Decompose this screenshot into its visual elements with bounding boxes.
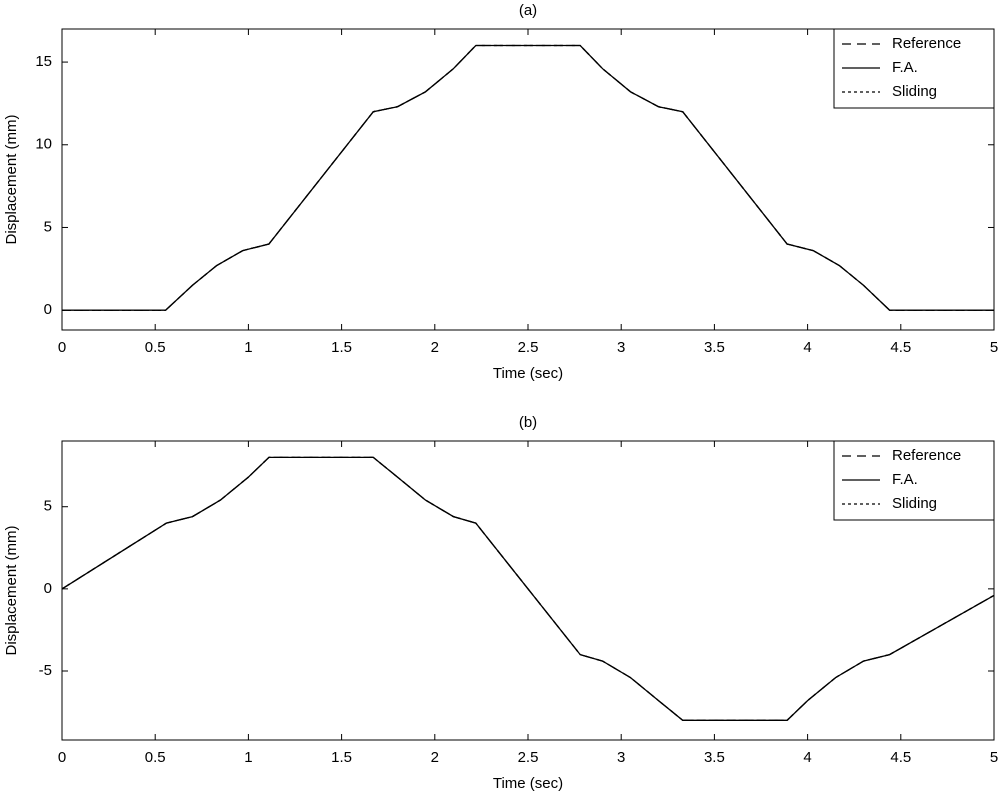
x-tick-label: 2 [431, 339, 439, 356]
y-tick-label: 5 [44, 218, 52, 235]
x-axis-label: Time (sec) [493, 775, 563, 792]
x-tick-label: 3 [617, 749, 625, 766]
x-tick-label: 0 [58, 749, 66, 766]
y-tick-label: -5 [39, 662, 52, 679]
x-tick-label: 2 [431, 749, 439, 766]
y-axis-label: Displacement (mm) [3, 525, 20, 655]
x-tick-label: 4.5 [890, 749, 911, 766]
axes-frame [61, 28, 995, 331]
x-tick-label: 1 [244, 749, 252, 766]
x-tick-label: 0.5 [145, 339, 166, 356]
legend-label: Sliding [892, 83, 937, 100]
y-tick-label: 0 [44, 301, 52, 318]
y-tick-label: 0 [44, 580, 52, 597]
x-tick-label: 3.5 [704, 749, 725, 766]
series-line [62, 44, 994, 311]
y-tick-label: 15 [35, 53, 52, 70]
legend-label: Reference [892, 447, 961, 464]
x-tick-label: 3.5 [704, 339, 725, 356]
legend-label: Reference [892, 35, 961, 52]
x-tick-label: 1.5 [331, 749, 352, 766]
y-tick-label: 5 [44, 498, 52, 515]
x-tick-label: 0 [58, 339, 66, 356]
x-tick-label: 0.5 [145, 749, 166, 766]
x-axis-label: Time (sec) [493, 365, 563, 382]
x-tick-label: 4.5 [890, 339, 911, 356]
x-tick-label: 4 [803, 339, 811, 356]
y-axis-label: Displacement (mm) [3, 114, 20, 244]
series-line [61, 456, 995, 721]
y-tick-label: 10 [35, 136, 52, 153]
x-tick-label: 2.5 [518, 749, 539, 766]
x-tick-label: 4 [803, 749, 811, 766]
axes-frame [61, 440, 995, 741]
x-tick-label: 3 [617, 339, 625, 356]
x-tick-label: 1.5 [331, 339, 352, 356]
subplot-title: (a) [519, 2, 537, 19]
x-tick-label: 2.5 [518, 339, 539, 356]
x-tick-label: 5 [990, 749, 998, 766]
subplot-title: (b) [519, 414, 537, 431]
legend-label: F.A. [892, 59, 918, 76]
legend-label: F.A. [892, 471, 918, 488]
legend-label: Sliding [892, 495, 937, 512]
x-tick-label: 1 [244, 339, 252, 356]
x-tick-label: 5 [990, 339, 998, 356]
